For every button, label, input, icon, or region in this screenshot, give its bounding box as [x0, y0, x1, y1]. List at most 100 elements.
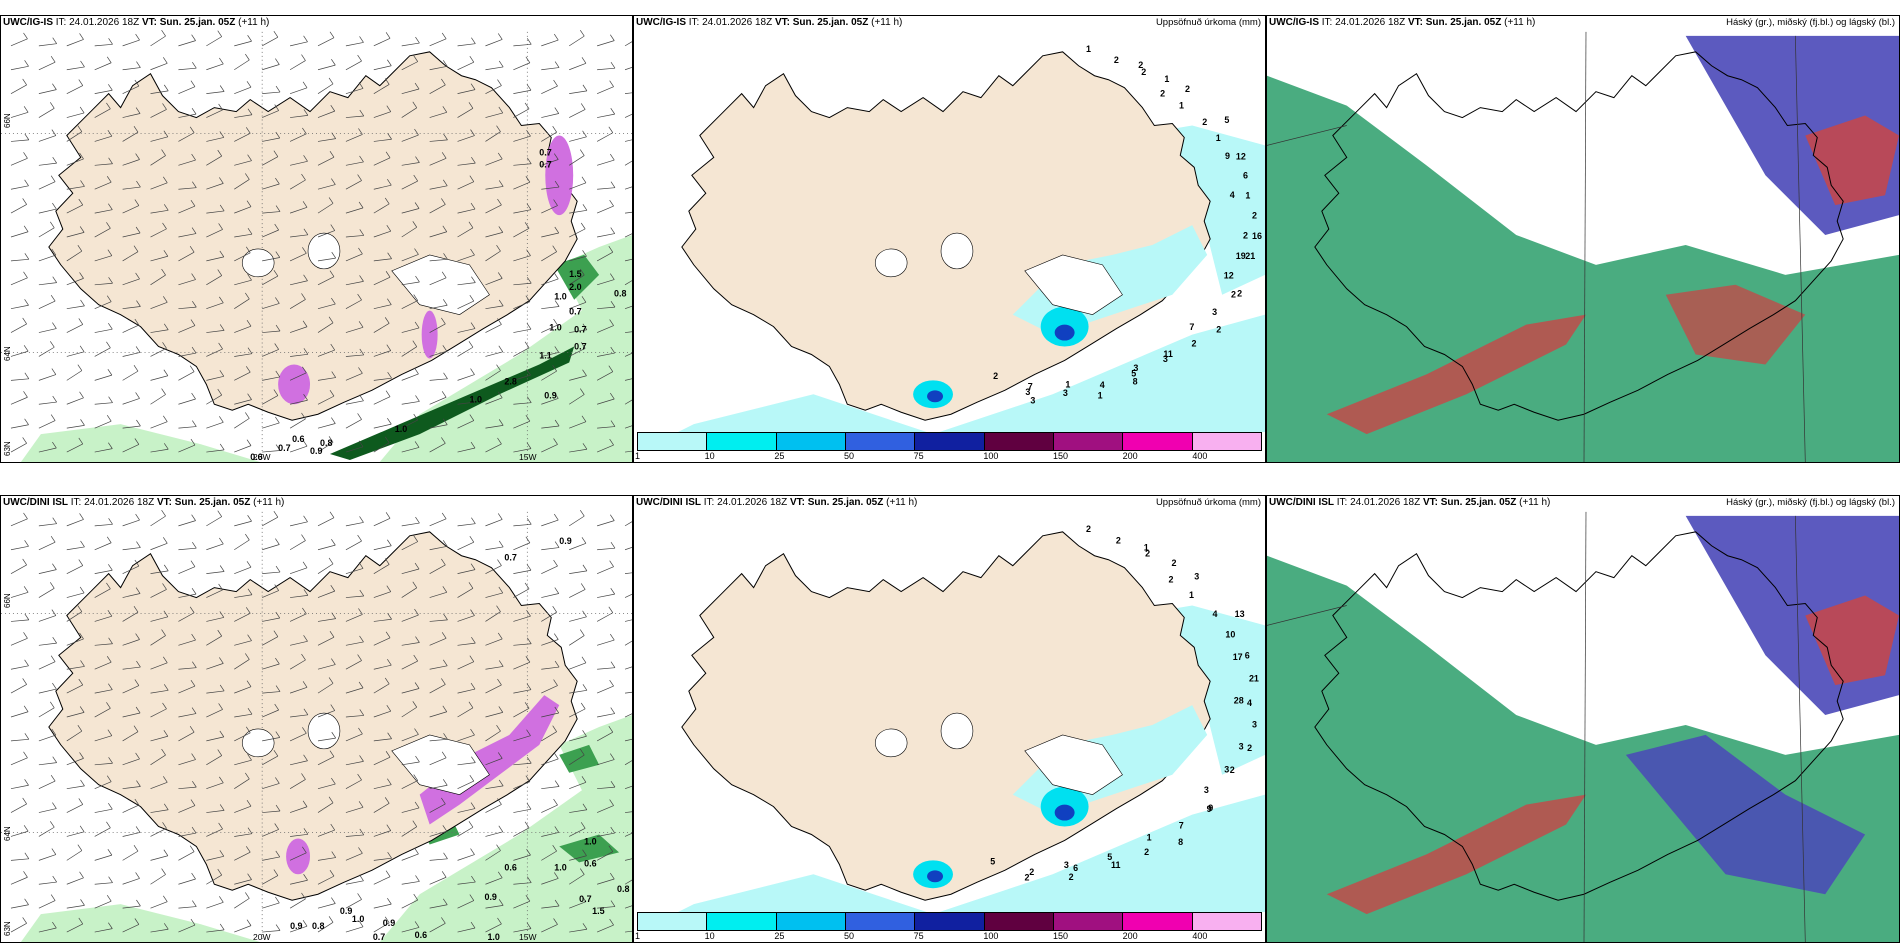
- cloud-title: Háský (gr.), miðský (fj.bl.) og lágský (…: [1726, 17, 1895, 28]
- gust-value: 0.7: [278, 443, 290, 453]
- vt-value: Sun. 25.jan. 05Z: [807, 497, 884, 508]
- precip-value: 1: [1144, 543, 1149, 553]
- precip-value: 2: [1114, 55, 1119, 65]
- wind-map: 0.90.71.00.6 1.0 0.61.50.80.9 0.70.91.00.9 0…: [1, 509, 632, 942]
- colorbar-swatch: [638, 913, 708, 930]
- wind-map: 0.70.71.52.01.0 0.80.71.0 0.70.71.12.80.91…: [1, 29, 632, 462]
- it-value: 24.01.2026 18Z: [84, 497, 155, 508]
- precip-value: 4: [1247, 698, 1252, 708]
- precip-value: 9: [1208, 803, 1213, 813]
- colorbar-swatch: [707, 913, 777, 930]
- cloud-title: Háský (gr.), miðský (fj.bl.) og lágský (…: [1726, 497, 1895, 508]
- gust-value: 0.7: [574, 342, 586, 352]
- precip-value: 1: [1179, 100, 1184, 110]
- vt-label: VT:: [1407, 17, 1423, 28]
- gust-value: 1.0: [487, 932, 499, 942]
- lead-time: (+11 h): [253, 497, 285, 508]
- model-name: UWC/IG-IS: [1269, 17, 1319, 28]
- precip-value: 3: [1064, 860, 1069, 870]
- it-label: IT:: [1321, 17, 1333, 28]
- gust-value: 0.7: [579, 894, 591, 904]
- wind-barbs: [10, 509, 632, 933]
- colorbar-label: 400: [1192, 451, 1208, 461]
- lead-time: (+11 h): [238, 17, 270, 28]
- colorbar: 1 10 25 50 75 100 150 200 400: [634, 432, 1265, 462]
- colorbar-swatch: [984, 433, 1054, 450]
- precip-value: 2: [1237, 289, 1242, 299]
- precip-value: 17: [1233, 652, 1243, 662]
- precip-value: 5: [1224, 115, 1229, 125]
- colorbar-swatch: [1192, 433, 1261, 450]
- precip-value: 3: [1212, 307, 1217, 317]
- precip-value: 3: [1204, 785, 1209, 795]
- precip-value: 11: [1111, 860, 1120, 870]
- precip-value: 1: [1147, 833, 1152, 843]
- snow-areas: [278, 135, 574, 405]
- precip-value: 13: [1235, 609, 1245, 619]
- gust-value: 0.9: [484, 892, 496, 902]
- region-borders: [1267, 511, 1806, 942]
- model-name: UWC/IG-IS: [3, 17, 53, 28]
- cloud-panel-bottom: UWC/DINI ISL IT: 24.01.2026 18Z VT: Sun.…: [1266, 495, 1900, 943]
- precip-value: 2: [1116, 536, 1121, 546]
- gust-value: 1.5: [592, 906, 604, 916]
- colorbar-label: 10: [704, 451, 715, 461]
- glacier: [940, 712, 974, 750]
- precip-value: 2: [1144, 847, 1149, 857]
- gust-value: 1.0: [554, 862, 566, 872]
- precip-max: [927, 390, 944, 403]
- precip-value: 3: [1252, 720, 1257, 730]
- precip-panel-bottom: UWC/DINI ISL IT: 24.01.2026 18Z VT: Sun.…: [633, 495, 1266, 943]
- gust-value: 1.0: [470, 394, 482, 404]
- colorbar-swatch: [707, 433, 777, 450]
- cloud-panel-top: UWC/IG-IS IT: 24.01.2026 18Z VT: Sun. 25…: [1266, 15, 1900, 463]
- glacier: [874, 248, 908, 278]
- precip-value: 2: [1171, 558, 1176, 568]
- lon-label-15w: 15W: [519, 932, 537, 942]
- precip-value: 21: [1245, 251, 1255, 261]
- precip-title: Uppsöfnuð úrkoma (mm): [1155, 17, 1261, 28]
- precip-value: 2: [1141, 67, 1146, 77]
- panel-header: UWC/IG-IS IT: 24.01.2026 18Z VT: Sun. 25…: [634, 16, 1265, 32]
- gust-shading: [20, 235, 632, 462]
- precip-value: 2: [1025, 872, 1030, 882]
- colorbar-label: 400: [1192, 931, 1208, 941]
- precip-value: 2: [1086, 524, 1091, 534]
- panel-header: UWC/DINI ISL IT: 24.01.2026 18Z VT: Sun.…: [1267, 496, 1899, 512]
- precip-value: 3: [1194, 572, 1199, 582]
- region-borders: [1267, 31, 1806, 462]
- precip-value: 2: [1160, 88, 1165, 98]
- precip-value: 2: [1138, 60, 1143, 70]
- gust-value: 0.8: [614, 289, 626, 299]
- precip-value: 2: [1169, 574, 1174, 584]
- precip-max: [1054, 324, 1075, 341]
- colorbar-swatch: [776, 913, 846, 930]
- colorbar-swatch: [915, 433, 985, 450]
- it-label: IT:: [703, 497, 715, 508]
- lead-time: (+11 h): [1504, 17, 1536, 28]
- vt-value: Sun. 25.jan. 05Z: [159, 17, 236, 28]
- panel-header: UWC/IG-IS IT: 24.01.2026 18Z VT: Sun. 25…: [1267, 16, 1899, 32]
- vt-label: VT:: [156, 497, 172, 508]
- colorbar-label: 10: [704, 931, 715, 941]
- lat-label-64n: 64N: [3, 826, 12, 841]
- gust-value: 2.0: [569, 282, 581, 292]
- gust-value: 0.9: [310, 446, 322, 456]
- cloud-map: [1267, 496, 1899, 942]
- it-label: IT:: [70, 497, 82, 508]
- gust-value: 1.0: [352, 914, 364, 924]
- precip-value: 3: [1239, 741, 1244, 751]
- glacier: [874, 728, 908, 758]
- gust-value: 1.0: [395, 424, 407, 434]
- it-value: 24.01.2026 18Z: [69, 17, 140, 28]
- model-name: UWC/DINI ISL: [1269, 497, 1334, 508]
- precip-value: 3: [1063, 388, 1068, 398]
- cloud-map: [1267, 16, 1899, 462]
- precip-value: 8: [1133, 376, 1138, 386]
- colorbar-label: 100: [983, 451, 999, 461]
- lat-label-64n: 64N: [3, 346, 12, 361]
- lead-time: (+11 h): [1519, 497, 1551, 508]
- colorbar-label: 75: [913, 931, 924, 941]
- precip-value: 16: [1252, 231, 1262, 241]
- precip-value: 2: [1216, 325, 1221, 335]
